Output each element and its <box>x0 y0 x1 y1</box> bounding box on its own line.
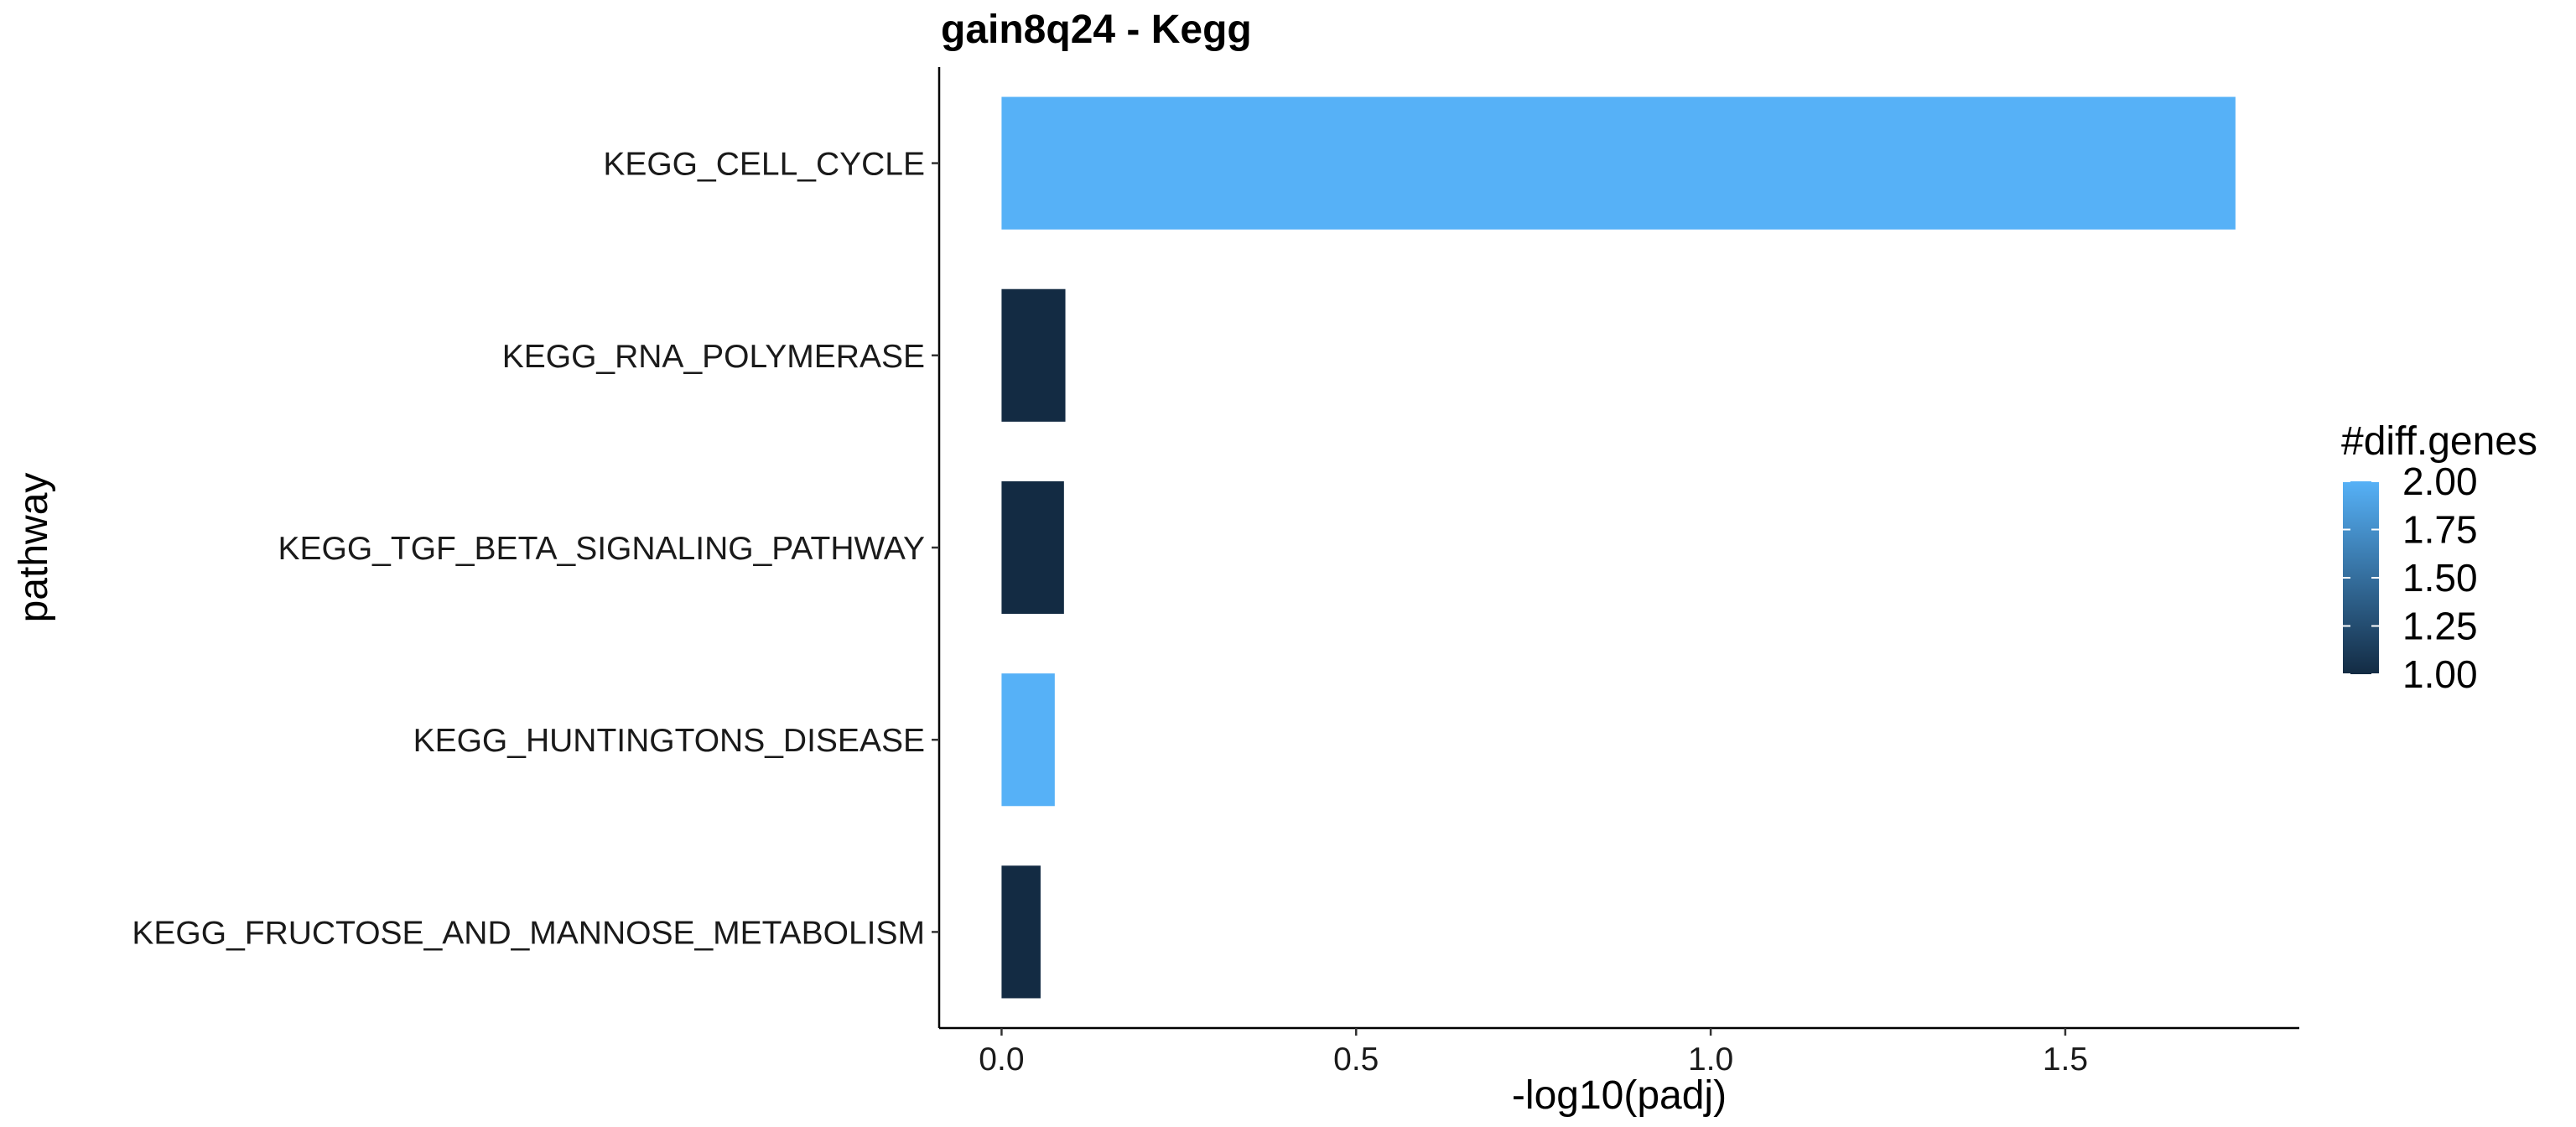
y-tick-label: KEGG_FRUCTOSE_AND_MANNOSE_METABOLISM <box>132 915 925 951</box>
y-tick-label: KEGG_CELL_CYCLE <box>603 147 925 183</box>
x-tick-label: 1.0 <box>1688 1041 1733 1078</box>
x-tick-label: 1.5 <box>2043 1041 2088 1078</box>
legend-tick-label: 1.00 <box>2402 652 2478 696</box>
y-tick-label: KEGG_HUNTINGTONS_DISEASE <box>413 723 925 759</box>
bar <box>1001 673 1055 807</box>
x-ticks-layer: 0.0 0.5 1.0 1.5 <box>979 1028 2088 1078</box>
bar <box>1001 288 1066 422</box>
y-ticks-layer: KEGG_CELL_CYCLE KEGG_RNA_POLYMERASE KEGG_T… <box>132 147 939 951</box>
y-tick-label: KEGG_RNA_POLYMERASE <box>502 339 925 375</box>
chart-title: gain8q24 - Kegg <box>941 8 1252 52</box>
y-tick-label: KEGG_TGF_BETA_SIGNALING_PATHWAY <box>278 531 925 567</box>
legend: #diff.genes 2.00 1.751.50 1.251.00 <box>2341 419 2537 696</box>
x-tick-label: 0.0 <box>979 1041 1024 1078</box>
legend-tick-label: 1.25 <box>2402 605 2478 648</box>
y-axis-label: pathway <box>12 473 56 623</box>
x-axis-label: -log10(padj) <box>1512 1073 1727 1118</box>
bar <box>1001 96 2236 230</box>
x-tick-label: 0.5 <box>1333 1041 1379 1078</box>
legend-tick-label: 1.75 <box>2402 508 2478 552</box>
bars-layer <box>1001 96 2236 999</box>
legend-title: #diff.genes <box>2341 419 2537 464</box>
legend-ticks-layer: 2.00 1.751.50 1.251.00 <box>2343 460 2478 696</box>
legend-tick-label: 2.00 <box>2402 460 2478 503</box>
bar <box>1001 865 1041 999</box>
legend-tick-label: 1.50 <box>2402 556 2478 600</box>
bar <box>1001 480 1064 615</box>
